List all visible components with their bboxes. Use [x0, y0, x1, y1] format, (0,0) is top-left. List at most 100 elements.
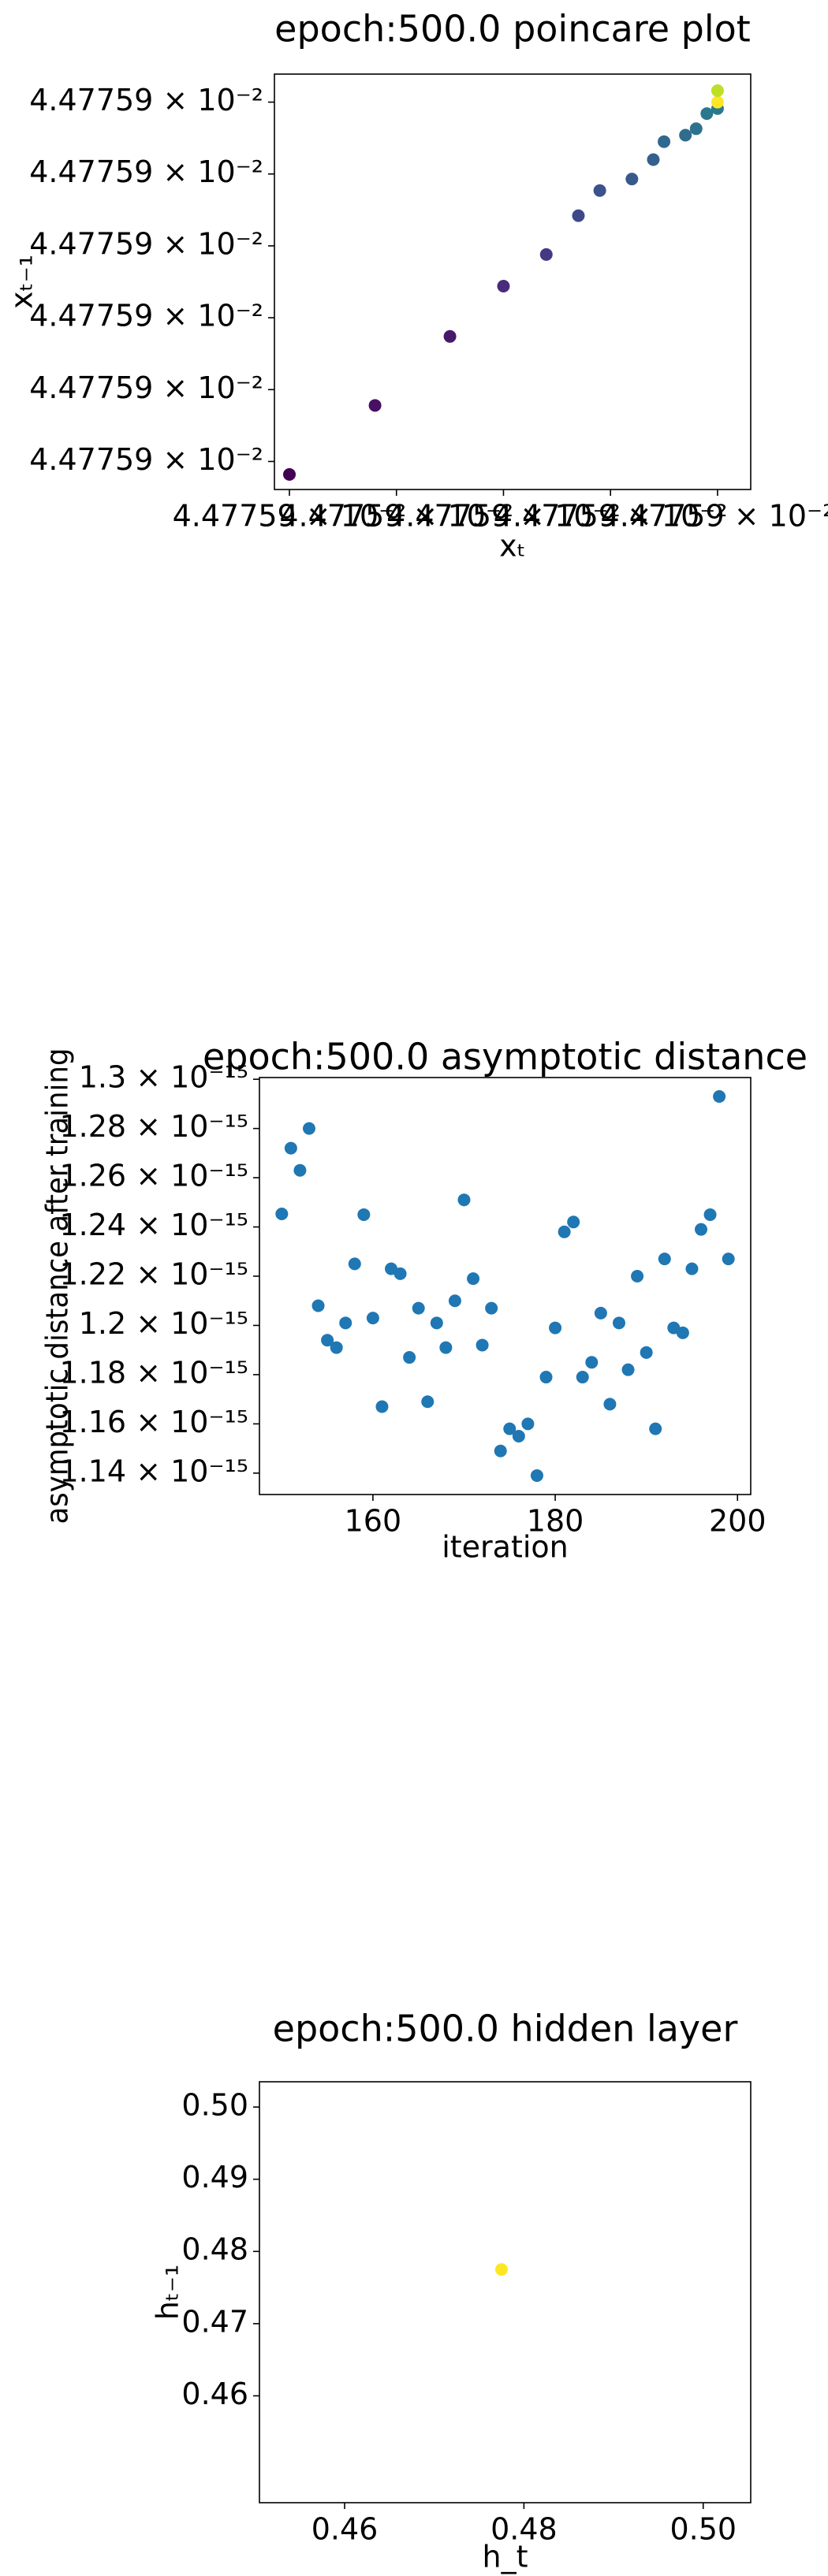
- point: [448, 1294, 461, 1308]
- point: [539, 1371, 553, 1384]
- point: [430, 1316, 443, 1330]
- point: [443, 329, 457, 343]
- point: [412, 1301, 425, 1315]
- point: [311, 1299, 325, 1312]
- y-tick-label: 4.47759 × 10⁻²: [29, 370, 263, 405]
- x-tick-label: 0.50: [669, 2512, 737, 2547]
- point: [321, 1334, 334, 1347]
- point: [302, 1122, 315, 1135]
- point: [403, 1351, 416, 1364]
- x-tick-label: 160: [345, 1504, 402, 1539]
- point: [593, 184, 606, 197]
- axes-frame: [259, 1077, 752, 1495]
- chart-title: epoch:500.0 asymptotic distance: [203, 1036, 807, 1078]
- point: [711, 84, 724, 97]
- point: [521, 1417, 535, 1431]
- point: [631, 1270, 644, 1283]
- x-tick-label: 180: [527, 1504, 584, 1539]
- point: [689, 122, 703, 136]
- y-tick-label: 4.47759 × 10⁻²: [29, 299, 263, 333]
- point: [549, 1321, 562, 1335]
- point: [494, 1444, 507, 1457]
- y-axis-label: asymptotic distance after training: [40, 1048, 75, 1524]
- point: [497, 279, 510, 292]
- point: [539, 248, 553, 261]
- point: [685, 1262, 699, 1275]
- point: [368, 399, 382, 412]
- y-tick-label: 1.26 × 10⁻¹⁵: [60, 1159, 249, 1193]
- point: [612, 1316, 625, 1330]
- y-axis-label: hₜ₋₁: [151, 2265, 185, 2321]
- point: [457, 1193, 471, 1207]
- x-tick-label: 4.47759 × 10⁻²: [279, 499, 513, 534]
- point: [558, 1225, 571, 1238]
- point: [679, 128, 692, 142]
- point: [585, 1356, 599, 1369]
- x-axis-label: xₜ: [499, 529, 526, 564]
- y-tick-label: 0.49: [181, 2160, 248, 2194]
- point: [625, 173, 639, 186]
- point: [658, 1253, 671, 1266]
- point: [722, 1253, 735, 1266]
- y-tick-label: 1.3 × 10⁻¹⁵: [79, 1060, 248, 1095]
- y-tick-label: 1.16 × 10⁻¹⁵: [60, 1405, 249, 1439]
- point: [393, 1267, 407, 1280]
- point: [494, 2263, 508, 2276]
- y-tick-label: 1.14 × 10⁻¹⁵: [60, 1454, 249, 1488]
- point: [530, 1469, 543, 1482]
- point: [357, 1208, 371, 1221]
- x-tick-label: 0.48: [490, 2512, 558, 2547]
- point: [284, 1141, 297, 1155]
- y-tick-label: 4.47759 × 10⁻²: [29, 83, 263, 117]
- point: [695, 1223, 708, 1236]
- y-tick-label: 0.50: [181, 2088, 248, 2123]
- y-tick-label: 1.22 × 10⁻¹⁵: [60, 1257, 249, 1292]
- x-tick-label: 4.47759 × 10⁻²: [494, 499, 728, 534]
- x-axis-label: iteration: [442, 1530, 569, 1565]
- point: [567, 1215, 580, 1229]
- point: [330, 1341, 343, 1354]
- x-tick-label: 4.47759 × 10⁻²: [601, 499, 828, 534]
- chart-title: epoch:500.0 poincare plot: [274, 8, 751, 50]
- x-tick-label: 4.47759 × 10⁻²: [386, 499, 621, 534]
- point: [476, 1338, 489, 1352]
- y-tick-label: 1.24 × 10⁻¹⁵: [60, 1208, 249, 1242]
- x-tick-label: 200: [709, 1504, 766, 1539]
- point: [339, 1316, 352, 1330]
- point: [649, 1422, 662, 1435]
- point: [621, 1363, 635, 1376]
- point: [703, 1208, 717, 1221]
- point: [283, 467, 297, 481]
- point: [658, 135, 671, 148]
- point: [676, 1326, 689, 1339]
- y-tick-label: 0.48: [181, 2232, 248, 2267]
- y-tick-label: 4.47759 × 10⁻²: [29, 442, 263, 477]
- point: [700, 107, 714, 121]
- chart-title: epoch:500.0 hidden layer: [273, 2008, 738, 2050]
- y-tick-label: 1.18 × 10⁻¹⁵: [60, 1355, 249, 1390]
- point: [503, 1422, 517, 1435]
- point: [603, 1398, 617, 1411]
- point: [572, 209, 585, 222]
- point: [485, 1301, 498, 1315]
- point: [647, 153, 660, 166]
- y-tick-label: 0.46: [181, 2377, 248, 2411]
- point: [375, 1400, 389, 1413]
- point: [467, 1272, 480, 1286]
- x-axis-label: h_t: [483, 2540, 528, 2574]
- point: [711, 95, 724, 109]
- y-axis-label: xₜ₋₁: [5, 255, 39, 309]
- y-tick-label: 4.47759 × 10⁻²: [29, 226, 263, 261]
- y-tick-label: 0.47: [181, 2304, 248, 2339]
- point: [439, 1341, 453, 1354]
- point: [594, 1306, 607, 1320]
- point: [366, 1312, 379, 1325]
- point: [576, 1371, 589, 1384]
- point: [512, 1429, 525, 1442]
- point: [275, 1208, 289, 1221]
- point: [713, 1090, 726, 1104]
- point: [640, 1346, 653, 1359]
- axes-frame: [274, 73, 752, 490]
